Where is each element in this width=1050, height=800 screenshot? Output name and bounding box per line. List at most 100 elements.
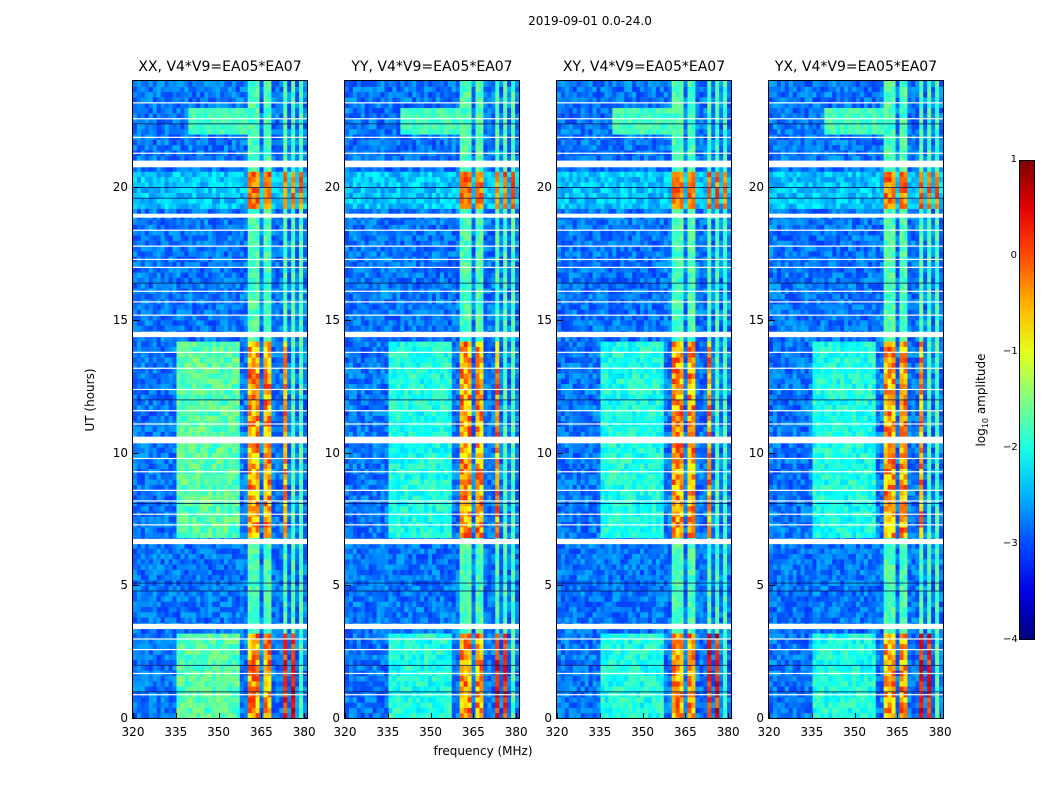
heatmap-cell <box>144 606 150 613</box>
heatmap-cell <box>188 627 193 634</box>
heatmap-cell <box>275 341 280 347</box>
heatmap-cell <box>259 680 264 687</box>
heatmap-cell <box>303 707 307 714</box>
heatmap-cell <box>235 516 241 523</box>
heatmap-cell <box>291 181 296 188</box>
heatmap-cell <box>235 505 241 512</box>
heatmap-cell <box>160 165 166 172</box>
heatmap-cell <box>255 144 261 151</box>
heatmap-cell <box>251 441 257 448</box>
heatmap-cell <box>152 383 158 390</box>
heatmap-cell <box>148 606 154 613</box>
heatmap-cell <box>303 309 307 316</box>
heatmap-cell <box>204 633 209 639</box>
heatmap-cell <box>196 702 201 708</box>
heatmap-cell <box>303 664 307 671</box>
heatmap-cell <box>263 505 268 512</box>
heatmap-cell <box>243 240 249 247</box>
heatmap-cell <box>196 479 201 485</box>
heatmap-cell <box>172 606 177 613</box>
heatmap-cell <box>136 633 142 639</box>
heatmap-cell <box>259 643 264 650</box>
heatmap-cell <box>196 680 201 687</box>
heatmap-cell <box>227 526 233 533</box>
heatmap-cell <box>216 319 221 326</box>
panel-title-yx: YX, V4*V9=EA05*EA07 <box>768 59 944 75</box>
heatmap-cell <box>255 155 261 162</box>
heatmap-cell <box>188 383 193 390</box>
heatmap-cell <box>231 208 237 215</box>
heatmap-cell <box>144 707 150 714</box>
heatmap-cell <box>223 383 229 390</box>
heatmap-cell <box>164 399 170 406</box>
heatmap-cell <box>204 675 209 682</box>
heatmap-cell <box>247 319 253 326</box>
heatmap-cell <box>247 367 253 374</box>
heatmap-cell <box>140 659 146 666</box>
heatmap-cell <box>287 643 292 650</box>
heatmap-cell <box>192 139 197 146</box>
heatmap-cell <box>140 473 146 480</box>
heatmap-cell <box>204 542 209 549</box>
heatmap-cell <box>192 314 197 321</box>
heatmap-cell <box>180 171 185 178</box>
heatmap-cell <box>156 118 162 124</box>
heatmap-cell <box>136 447 142 454</box>
heatmap-cell <box>220 633 225 639</box>
heatmap-cell <box>239 123 245 130</box>
heatmap-cell <box>287 404 292 411</box>
heatmap-cell <box>176 128 181 135</box>
heatmap-cell <box>136 346 142 353</box>
heatmap-cell <box>196 633 201 639</box>
heatmap-cell <box>295 654 300 661</box>
heatmap-cell <box>148 357 154 363</box>
heatmap-cell <box>140 404 146 411</box>
heatmap-cell <box>196 526 201 533</box>
heatmap-cell <box>231 564 237 570</box>
heatmap-cell <box>287 372 292 379</box>
heatmap-cell <box>216 383 221 390</box>
heatmap-cell <box>275 702 280 708</box>
heatmap-cell <box>283 378 288 385</box>
heatmap-cell <box>212 548 217 554</box>
heatmap-cell <box>303 606 307 613</box>
heatmap-cell <box>208 176 213 183</box>
heatmap-cell <box>267 638 272 645</box>
heatmap-cell <box>192 404 197 411</box>
heatmap-cell <box>216 277 221 284</box>
heatmap-cell <box>227 372 233 379</box>
heatmap-cell <box>140 643 146 650</box>
heatmap-cell <box>192 558 197 565</box>
heatmap-cell <box>259 357 264 363</box>
heatmap-cell <box>255 558 261 565</box>
heatmap-cell <box>295 197 300 204</box>
heatmap-cell <box>239 595 245 602</box>
heatmap-cell <box>172 181 177 188</box>
heatmap-cell <box>227 633 233 639</box>
heatmap-cell <box>303 633 307 639</box>
heatmap-cell <box>251 123 257 130</box>
heatmap-cell <box>291 590 296 597</box>
heatmap-cell <box>220 447 225 454</box>
heatmap-cell <box>156 197 162 204</box>
heatmap-cell <box>204 118 209 124</box>
heatmap-cell <box>220 463 225 470</box>
heatmap-cell <box>235 484 241 491</box>
heatmap-cell <box>156 638 162 645</box>
heatmap-cell <box>184 426 189 432</box>
heatmap-cell <box>259 484 264 491</box>
heatmap-cell <box>188 192 193 199</box>
heatmap-cell <box>283 452 288 459</box>
heatmap-cell <box>204 664 209 671</box>
heatmap-cell <box>295 680 300 687</box>
heatmap-cell <box>303 441 307 448</box>
heatmap-cell <box>184 441 189 448</box>
heatmap-cell <box>148 633 154 639</box>
heatmap-cell <box>172 197 177 204</box>
heatmap-cell <box>176 702 181 708</box>
heatmap-cell <box>227 229 233 236</box>
heatmap-cell <box>172 712 177 718</box>
heatmap-cell <box>267 707 272 714</box>
heatmap-cell <box>212 447 217 454</box>
heatmap-cell <box>227 548 233 554</box>
